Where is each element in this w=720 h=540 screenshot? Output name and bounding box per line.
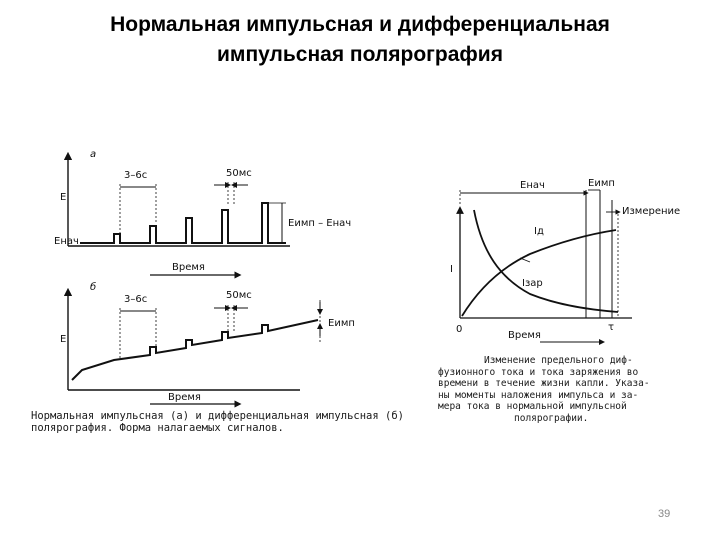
slide-title-line-2: импульсная полярография	[217, 43, 503, 66]
right-e-pulse-label: Eимп	[588, 178, 615, 189]
right-diagram	[456, 189, 632, 345]
right-caption-line-1: Изменение предельного диф-	[484, 355, 633, 366]
page-number: 39	[658, 508, 671, 520]
charge-current-label: Iзар	[522, 278, 543, 289]
panel-a-x-label: Время	[172, 262, 205, 273]
panel-a-pulse-width-label: 50мс	[226, 168, 252, 179]
right-caption-line-5: мера тока в нормальной импульсной	[438, 401, 627, 412]
panel-b-diagram	[63, 287, 323, 408]
panel-b-amplitude-label: Eимп	[328, 318, 355, 329]
panel-b-x-label: Время	[168, 392, 201, 403]
right-caption-line-4: ны моменты наложения импульса и за-	[438, 389, 639, 401]
panel-a-e-start-label: Eнач	[54, 236, 79, 247]
panel-a-period-label: 3–6с	[124, 170, 147, 181]
right-origin-label: 0	[456, 324, 462, 335]
panel-b-label: б	[90, 281, 96, 293]
right-caption: Изменение предельного диф- фузионного то…	[438, 355, 650, 424]
limit-current-label: Iд	[534, 226, 544, 237]
slide-title-line-1: Нормальная импульсная и дифференциальная	[110, 13, 610, 36]
panel-a-y-label: E	[60, 192, 66, 203]
panel-b-y-label: E	[60, 334, 66, 345]
panel-a-diagram	[63, 151, 290, 279]
left-caption: Нормальная импульсная (а) и дифференциал…	[31, 410, 404, 434]
right-y-label: I	[450, 264, 453, 275]
left-caption-line-1: Нормальная импульсная (а) и дифференциал…	[31, 410, 404, 422]
panel-a-pulse-train	[80, 202, 286, 244]
slide-title: Нормальная импульсная и дифференциальная…	[0, 10, 720, 70]
limit-current-curve	[461, 229, 617, 317]
right-caption-line-2: фузионного тока и тока заряжения во	[438, 366, 639, 378]
right-caption-line-3: времени в течение жизни капли. Указа-	[438, 378, 650, 389]
panel-b-period-label: 3–6с	[124, 294, 147, 305]
panel-b-pulse-width-label: 50мс	[226, 290, 252, 301]
right-caption-line-6: полярографии.	[514, 412, 589, 424]
panel-b-staircase	[71, 319, 319, 381]
tau-label: τ	[608, 322, 614, 333]
right-e-start-label: Eнач	[520, 180, 545, 191]
charge-current-curve	[473, 209, 619, 313]
right-x-label: Время	[508, 330, 541, 341]
panel-a-label: а	[90, 149, 96, 160]
left-caption-line-2: полярография. Форма налагаемых сигналов.	[31, 422, 284, 434]
measurement-label: Измерение	[622, 206, 680, 217]
panel-a-amplitude-label: Eимп – Eнач	[288, 218, 351, 229]
